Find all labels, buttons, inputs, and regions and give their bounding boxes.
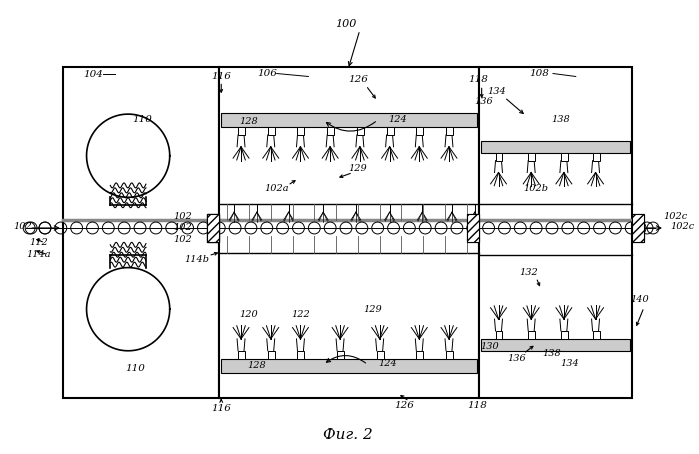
- Text: 102: 102: [173, 235, 192, 244]
- Text: 136: 136: [475, 97, 493, 106]
- Bar: [593, 153, 600, 161]
- Bar: [481, 141, 630, 153]
- Bar: [632, 214, 644, 242]
- Bar: [417, 127, 424, 135]
- Bar: [219, 67, 479, 398]
- Text: 124: 124: [388, 114, 407, 123]
- Bar: [221, 359, 477, 373]
- Text: 126: 126: [394, 401, 415, 410]
- Text: 102: 102: [173, 223, 192, 232]
- Bar: [632, 214, 644, 242]
- Bar: [561, 153, 568, 161]
- Bar: [446, 127, 453, 135]
- Bar: [208, 214, 219, 242]
- Text: 110: 110: [132, 114, 152, 123]
- Text: 106: 106: [257, 69, 277, 78]
- Bar: [298, 127, 304, 135]
- Bar: [268, 127, 275, 135]
- Text: 132: 132: [519, 268, 538, 277]
- Bar: [496, 331, 503, 339]
- Text: 116: 116: [211, 404, 231, 413]
- Bar: [481, 339, 630, 351]
- Text: 102c: 102c: [663, 212, 687, 221]
- Text: 140: 140: [630, 295, 649, 304]
- Bar: [337, 351, 344, 359]
- Text: 134: 134: [487, 87, 506, 96]
- Bar: [208, 214, 219, 242]
- Text: Фиг. 2: Фиг. 2: [323, 428, 373, 442]
- Bar: [528, 331, 535, 339]
- Text: 102b: 102b: [524, 184, 549, 193]
- Text: 130: 130: [480, 342, 499, 351]
- Bar: [63, 67, 219, 398]
- Bar: [327, 127, 334, 135]
- Text: 104: 104: [84, 70, 103, 79]
- Text: 126: 126: [348, 75, 368, 84]
- Text: 122: 122: [291, 310, 310, 319]
- Text: 120: 120: [240, 310, 259, 319]
- Text: 100: 100: [336, 19, 356, 29]
- Text: 112: 112: [29, 238, 48, 247]
- Bar: [208, 214, 219, 242]
- Bar: [377, 351, 384, 359]
- Bar: [357, 127, 363, 135]
- Bar: [593, 331, 600, 339]
- Bar: [208, 214, 219, 242]
- Bar: [268, 351, 275, 359]
- Text: 128: 128: [247, 361, 266, 370]
- Bar: [528, 153, 535, 161]
- Text: 118: 118: [467, 401, 487, 410]
- Text: 129: 129: [349, 164, 367, 173]
- Text: 114b: 114b: [184, 255, 209, 264]
- Bar: [479, 67, 632, 398]
- Bar: [238, 351, 245, 359]
- Text: 102: 102: [14, 222, 33, 231]
- Text: 102: 102: [173, 212, 192, 221]
- Bar: [417, 351, 424, 359]
- Text: 129: 129: [363, 305, 382, 314]
- Text: 136: 136: [507, 354, 526, 363]
- Bar: [298, 351, 304, 359]
- Text: 138: 138: [552, 114, 570, 123]
- Text: 102c: 102c: [670, 222, 694, 231]
- Bar: [467, 214, 479, 242]
- Bar: [496, 153, 503, 161]
- Text: 134: 134: [561, 359, 579, 368]
- Text: 108: 108: [529, 69, 549, 78]
- Bar: [221, 113, 477, 127]
- Bar: [387, 127, 394, 135]
- Bar: [467, 214, 479, 242]
- Text: 118: 118: [469, 75, 489, 84]
- Text: 116: 116: [211, 72, 231, 81]
- Text: 114a: 114a: [27, 250, 51, 259]
- Bar: [238, 127, 245, 135]
- Text: 110: 110: [125, 364, 145, 373]
- Text: 138: 138: [542, 349, 561, 358]
- Text: 124: 124: [378, 359, 397, 368]
- Text: 102a: 102a: [264, 184, 289, 193]
- Bar: [561, 331, 568, 339]
- Bar: [446, 351, 453, 359]
- Text: 128: 128: [240, 117, 259, 126]
